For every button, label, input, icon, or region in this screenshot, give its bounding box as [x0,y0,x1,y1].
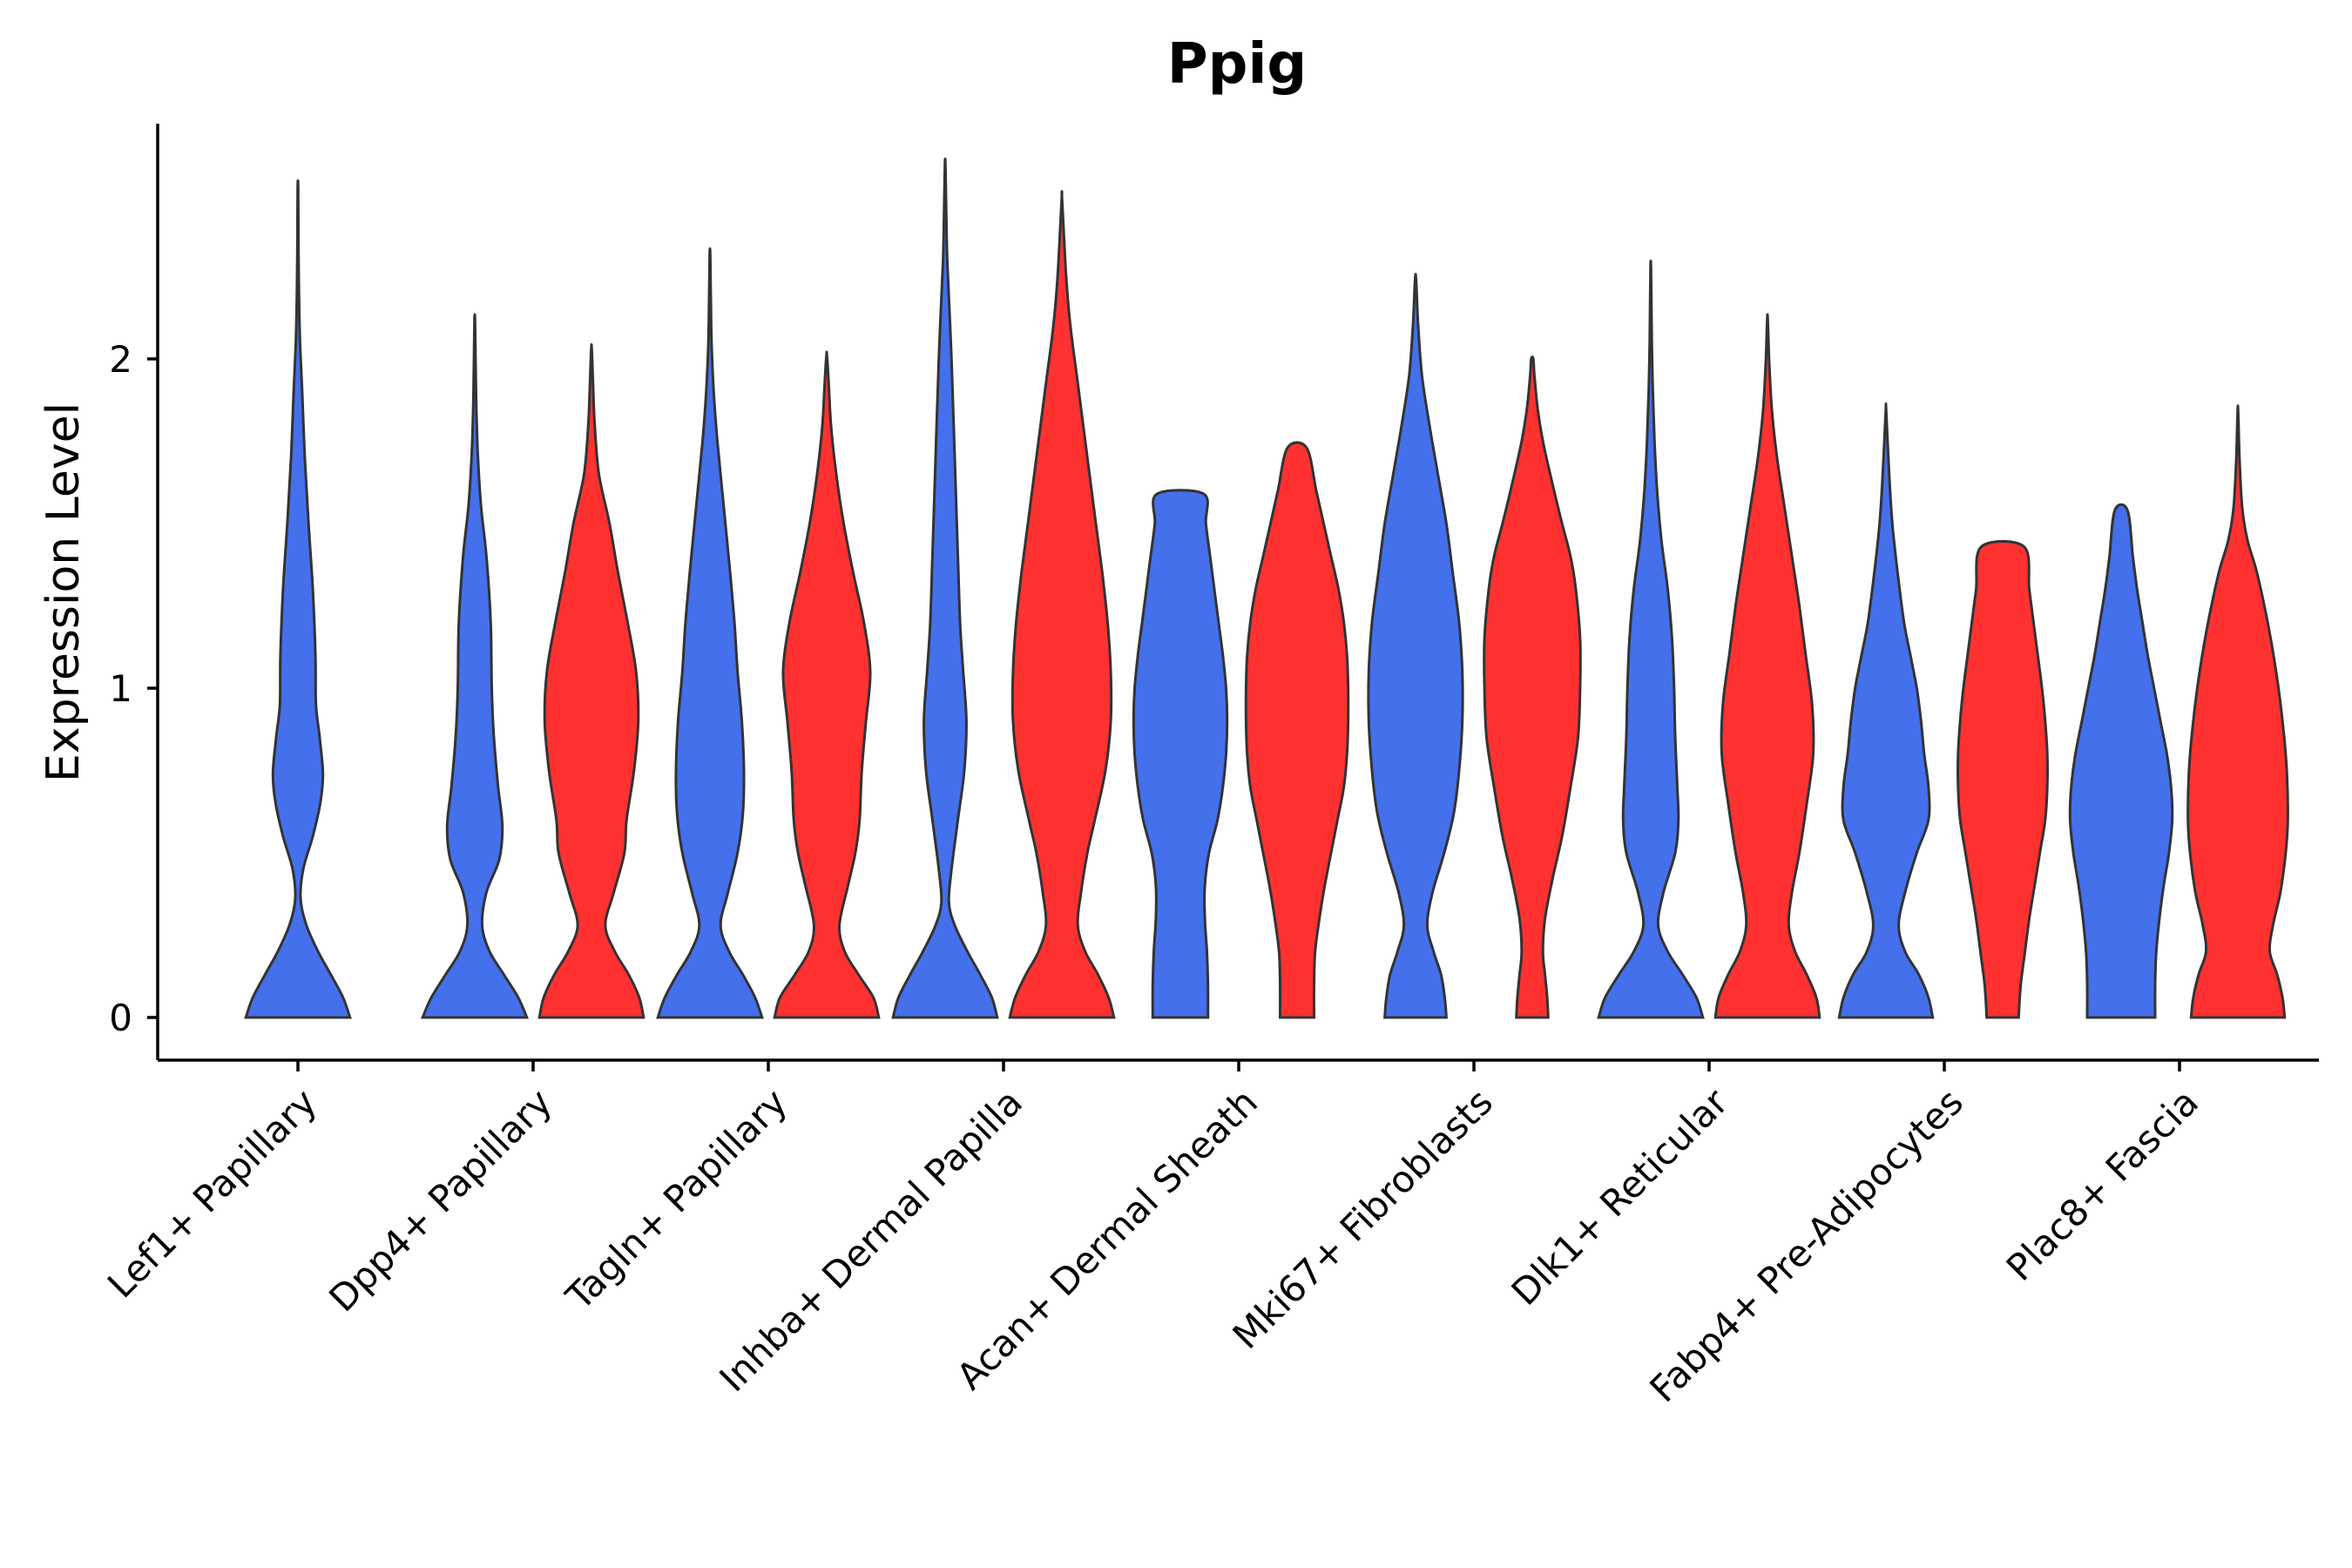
violin-group-1-inhba-dermal-papilla [891,157,999,1019]
violin-group-2-fabp4-pre-adipocytes [1957,539,2049,1019]
x-tick-label: Mki67+ Fibroblasts [1225,1080,1501,1356]
x-tick-label: Plac8+ Fascia [1998,1080,2207,1288]
x-tick-label: Tagln+ Papillary [558,1080,795,1318]
y-tick-label: 1 [109,667,132,710]
violins-group [244,157,2289,1019]
violin-group-1-dpp4-papillary [420,313,530,1019]
violin-group-2-acan-dermal-sheath [1244,441,1350,1019]
violin-group-2-mki67-fibroblasts [1483,355,1582,1019]
violin-group-1-dlk1-reticular [1597,260,1705,1019]
y-tick-label: 0 [109,997,132,1039]
x-tick-label: Dpp4+ Papillary [321,1080,560,1320]
y-axis-label: Expression Level [37,402,90,782]
x-tick-label: Lef1+ Papillary [99,1080,325,1306]
violin-group-2-tagln-papillary [773,350,881,1019]
violin-group-1-acan-dermal-sheath [1132,489,1229,1019]
violin-group-1-tagln-papillary [656,247,764,1019]
violin-group-2-inhba-dermal-papilla [1008,190,1116,1019]
violin-group-1-fabp4-pre-adipocytes [1837,402,1935,1019]
y-tick-label: 2 [109,338,132,381]
y-ticks-group: 0 1 2 [109,338,158,1039]
violin-group-1-mki67-fibroblasts [1367,273,1464,1019]
violin-group-1-lef1-papillary [244,179,352,1019]
x-tick-label: Dlk1+ Reticular [1504,1080,1737,1314]
violin-group-2-plac8-fascia [2186,404,2289,1019]
chart-title: Ppig [1167,32,1307,97]
violin-group-2-dpp4-papillary [537,342,645,1019]
violin-group-2-dlk1-reticular [1713,313,1821,1019]
violin-group-1-plac8-fascia [2068,503,2174,1019]
